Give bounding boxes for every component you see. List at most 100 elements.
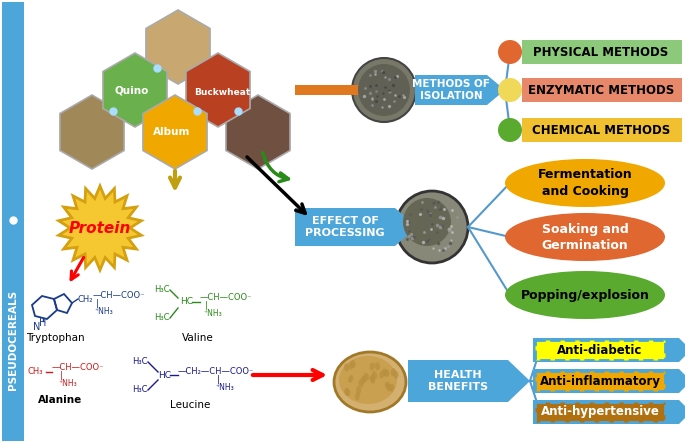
- Ellipse shape: [370, 374, 375, 382]
- Circle shape: [403, 198, 451, 246]
- Text: Album: Album: [153, 127, 190, 137]
- Ellipse shape: [393, 371, 399, 379]
- Text: —CH—COO⁻: —CH—COO⁻: [200, 294, 253, 303]
- Text: Alanine: Alanine: [38, 395, 82, 405]
- Ellipse shape: [375, 362, 380, 370]
- Text: Anti-hypertensive: Anti-hypertensive: [540, 405, 660, 419]
- Ellipse shape: [351, 360, 356, 368]
- Ellipse shape: [370, 376, 375, 384]
- Polygon shape: [143, 95, 207, 169]
- Ellipse shape: [364, 373, 369, 381]
- Ellipse shape: [505, 159, 665, 207]
- Ellipse shape: [362, 376, 366, 384]
- Ellipse shape: [355, 392, 360, 400]
- Text: ⁺NH₃: ⁺NH₃: [215, 382, 234, 392]
- Polygon shape: [415, 75, 505, 105]
- Polygon shape: [408, 360, 530, 402]
- Ellipse shape: [370, 362, 375, 370]
- Polygon shape: [186, 53, 250, 127]
- Ellipse shape: [505, 213, 665, 261]
- Circle shape: [358, 64, 410, 116]
- Ellipse shape: [384, 369, 389, 377]
- Text: ⁺NH₃: ⁺NH₃: [58, 380, 77, 389]
- Text: |: |: [96, 299, 99, 308]
- FancyArrow shape: [533, 400, 685, 424]
- FancyBboxPatch shape: [535, 340, 665, 360]
- Text: —CH—COO⁻: —CH—COO⁻: [52, 364, 105, 373]
- Polygon shape: [226, 95, 290, 169]
- Ellipse shape: [358, 380, 364, 388]
- FancyArrow shape: [295, 83, 375, 97]
- Text: HC: HC: [158, 370, 171, 380]
- Text: Anti-diabetic: Anti-diabetic: [558, 343, 643, 357]
- FancyBboxPatch shape: [535, 371, 665, 391]
- Text: HEALTH
BENEFITS: HEALTH BENEFITS: [428, 370, 488, 392]
- Circle shape: [498, 40, 522, 64]
- Ellipse shape: [345, 388, 350, 396]
- Text: N: N: [34, 322, 40, 332]
- FancyBboxPatch shape: [535, 402, 665, 422]
- Text: |: |: [205, 302, 208, 311]
- Text: CHEMICAL METHODS: CHEMICAL METHODS: [532, 124, 670, 136]
- Text: HC: HC: [180, 298, 193, 307]
- Text: Leucine: Leucine: [170, 400, 210, 410]
- Text: H₃C: H₃C: [155, 285, 170, 295]
- Text: CH₂: CH₂: [78, 295, 93, 303]
- Text: ENZYMATIC METHODS: ENZYMATIC METHODS: [528, 83, 674, 97]
- Text: Tryptophan: Tryptophan: [25, 333, 84, 343]
- Ellipse shape: [345, 388, 349, 396]
- Polygon shape: [146, 10, 210, 84]
- Text: H₃C: H₃C: [155, 314, 170, 323]
- Text: CH₃: CH₃: [28, 368, 44, 377]
- Ellipse shape: [372, 371, 377, 379]
- Ellipse shape: [389, 384, 395, 392]
- FancyBboxPatch shape: [522, 40, 682, 64]
- Polygon shape: [103, 53, 167, 127]
- Ellipse shape: [390, 368, 396, 376]
- Circle shape: [498, 118, 522, 142]
- Text: Protein: Protein: [68, 221, 132, 236]
- Ellipse shape: [385, 381, 390, 389]
- Text: H₃C: H₃C: [132, 385, 148, 395]
- Circle shape: [498, 78, 522, 102]
- Text: ⁺NH₃: ⁺NH₃: [94, 307, 113, 315]
- Text: H: H: [39, 318, 47, 328]
- FancyArrow shape: [533, 369, 685, 393]
- Ellipse shape: [382, 369, 387, 377]
- Text: Popping/explosion: Popping/explosion: [521, 288, 649, 302]
- Text: ⁺NH₃: ⁺NH₃: [203, 310, 222, 319]
- Text: Fermentation
and Cooking: Fermentation and Cooking: [538, 168, 632, 198]
- Text: H₃C: H₃C: [132, 358, 148, 366]
- Text: —CH₂—CH—COO⁻: —CH₂—CH—COO⁻: [178, 366, 254, 376]
- Polygon shape: [59, 186, 141, 270]
- Ellipse shape: [349, 361, 354, 369]
- Text: |: |: [216, 374, 219, 384]
- Ellipse shape: [505, 271, 665, 319]
- Ellipse shape: [360, 376, 366, 383]
- FancyArrow shape: [533, 338, 685, 362]
- Text: —CH—COO⁻: —CH—COO⁻: [93, 291, 145, 299]
- FancyBboxPatch shape: [522, 118, 682, 142]
- Ellipse shape: [339, 356, 397, 404]
- Circle shape: [396, 191, 468, 263]
- Polygon shape: [295, 208, 417, 246]
- Ellipse shape: [348, 375, 353, 383]
- Ellipse shape: [386, 384, 392, 392]
- Text: EFFECT OF
PROCESSING: EFFECT OF PROCESSING: [306, 216, 385, 238]
- FancyBboxPatch shape: [522, 78, 682, 102]
- Text: Quino: Quino: [115, 85, 149, 95]
- Text: PHYSICAL METHODS: PHYSICAL METHODS: [534, 46, 669, 58]
- Text: Anti-inflammatory: Anti-inflammatory: [540, 374, 660, 388]
- Text: Soaking and
Germination: Soaking and Germination: [542, 222, 628, 252]
- FancyBboxPatch shape: [2, 2, 24, 441]
- Ellipse shape: [344, 363, 349, 371]
- Text: METHODS OF
ISOLATION: METHODS OF ISOLATION: [412, 79, 490, 101]
- Polygon shape: [60, 95, 124, 169]
- Ellipse shape: [356, 386, 361, 394]
- Text: PSEUDOCEREALS: PSEUDOCEREALS: [8, 290, 18, 390]
- Text: Valine: Valine: [182, 333, 214, 343]
- Circle shape: [352, 58, 416, 122]
- Text: |: |: [60, 372, 62, 381]
- Ellipse shape: [379, 371, 384, 378]
- Ellipse shape: [334, 352, 406, 412]
